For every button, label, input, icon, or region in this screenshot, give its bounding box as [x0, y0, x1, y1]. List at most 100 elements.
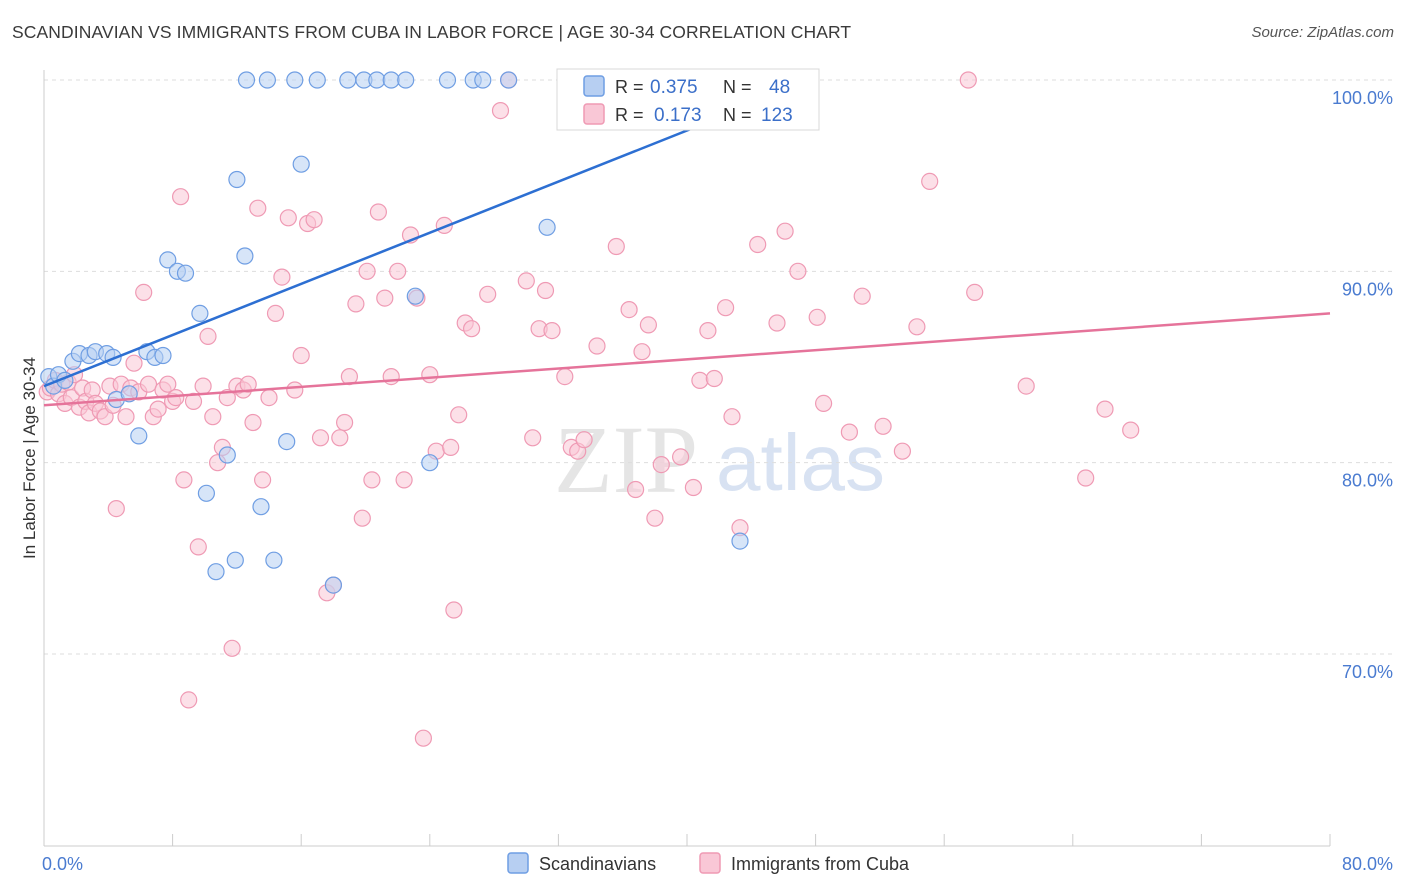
legend-n-label-1: N =	[723, 77, 752, 97]
legend-n-value-1: 48	[769, 77, 790, 98]
cuba-point	[445, 601, 463, 619]
cuba-point	[125, 354, 143, 372]
cuba-point	[239, 375, 257, 393]
cuba-point	[874, 417, 892, 435]
cuba-point	[556, 368, 574, 386]
cuba-point	[671, 448, 690, 466]
cuba-point	[524, 429, 542, 447]
cuba-point	[776, 222, 794, 240]
cuba-point	[279, 209, 297, 227]
cuba-point	[639, 316, 658, 334]
cuba-point	[199, 327, 217, 345]
cuba-point	[244, 413, 262, 432]
y-tick-label-70: 70.0%	[1342, 662, 1393, 682]
y-tick-label-80: 80.0%	[1342, 471, 1393, 491]
cuba-point	[347, 295, 365, 313]
y-tick-labels: 70.0% 80.0% 90.0% 100.0%	[1332, 88, 1393, 682]
cuba-point	[139, 375, 158, 393]
cuba-point	[266, 304, 285, 322]
cuba-point	[376, 289, 394, 307]
cuba-point	[966, 283, 984, 301]
scandinavians-point	[324, 576, 342, 594]
cuba-point	[442, 438, 460, 456]
scandinavians-point	[226, 551, 244, 569]
cuba-point	[749, 235, 767, 254]
cuba-point	[633, 343, 651, 361]
scandinavians-point	[339, 71, 357, 89]
cuba-point	[254, 471, 272, 489]
cuba-point	[1096, 400, 1114, 418]
cuba-point	[517, 272, 535, 290]
scandinavians-point	[265, 551, 283, 569]
scandinavians-point	[236, 247, 254, 265]
legend-box: R = 0.375 N = 48 R = 0.173 N = 123	[556, 68, 820, 131]
cuba-point	[358, 262, 376, 280]
x-ticks	[172, 834, 1331, 846]
cuba-point	[491, 101, 510, 120]
cuba-point	[172, 188, 190, 206]
cuba-point	[536, 281, 555, 300]
scandinavians-point	[237, 71, 256, 89]
cuba-point	[1077, 469, 1095, 487]
trendline-scandinavians	[43, 78, 815, 388]
cuba-point	[421, 366, 439, 384]
cuba-point	[959, 71, 977, 89]
cuba-point	[389, 262, 407, 280]
cuba-point	[543, 322, 561, 340]
y-tick-label-90: 90.0%	[1342, 279, 1393, 299]
cuba-point	[135, 283, 153, 301]
legend-r-label-1: R =	[615, 77, 644, 97]
cuba-point	[382, 368, 400, 386]
cuba-point	[450, 406, 468, 424]
cuba-point	[620, 301, 638, 319]
scandinavians-point	[191, 304, 209, 322]
cuba-point	[107, 500, 125, 518]
cuba-point	[175, 471, 193, 489]
scandinavians-point	[286, 71, 304, 89]
cuba-point	[260, 389, 278, 407]
scandinavians-point	[176, 264, 195, 282]
legend-n-value-2: 123	[761, 105, 793, 126]
scandinavians-point	[258, 71, 276, 89]
cuba-point	[652, 456, 670, 474]
cuba-point	[908, 318, 926, 336]
cuba-point	[699, 322, 717, 340]
y-axis-label: In Labor Force | Age 30-34	[20, 357, 39, 559]
x-tick-label-min: 0.0%	[42, 854, 83, 874]
cuba-point	[1017, 377, 1035, 395]
cuba-point	[331, 429, 349, 447]
cuba-point	[167, 389, 185, 407]
cuba-point	[189, 538, 207, 556]
cuba-point	[149, 400, 167, 418]
chart-title: SCANDINAVIAN VS IMMIGRANTS FROM CUBA IN …	[12, 22, 852, 42]
series-scandinavians	[40, 71, 749, 594]
cuba-point	[607, 237, 625, 256]
cuba-point	[336, 413, 354, 432]
cuba-point	[117, 408, 135, 426]
x-tick-label-max: 80.0%	[1342, 854, 1393, 874]
cuba-point	[273, 268, 291, 286]
cuba-point	[789, 262, 807, 280]
scandinavians-point	[438, 71, 457, 89]
cuba-point	[588, 337, 606, 355]
cuba-point	[180, 691, 198, 709]
scandinavians-point	[500, 71, 518, 89]
cuba-point	[479, 285, 497, 303]
scandinavians-point	[406, 287, 424, 305]
legend-r-value-1: 0.375	[650, 77, 698, 98]
cuba-point	[853, 287, 871, 305]
x-tick-labels: 0.0% 80.0%	[42, 854, 1393, 874]
cuba-point	[705, 369, 723, 388]
scandinavians-point	[278, 433, 296, 451]
legend-r-label-2: R =	[615, 105, 644, 125]
y-tick-label-100: 100.0%	[1332, 88, 1393, 108]
scandinavians-point	[159, 251, 177, 269]
scandinavians-point	[421, 454, 439, 472]
cuba-point	[305, 211, 323, 229]
cuba-point	[414, 729, 432, 747]
cuba-point	[395, 471, 413, 489]
cuba-point	[292, 346, 310, 365]
cuba-point	[311, 429, 330, 447]
scandinavians-point	[207, 563, 225, 581]
